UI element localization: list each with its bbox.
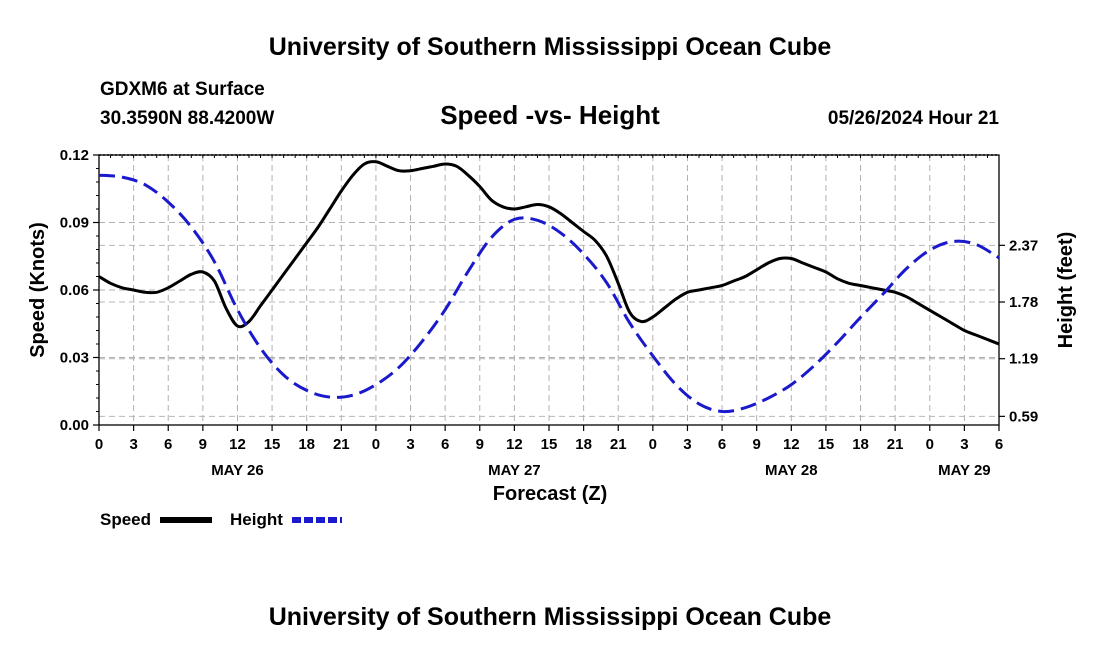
y-tick-label-left: 0.00 (60, 417, 89, 434)
x-tick-label: 15 (541, 436, 558, 453)
x-tick-label: 6 (995, 436, 1003, 453)
y-tick-label-left: 0.12 (60, 147, 89, 164)
x-tick-label: 12 (229, 436, 246, 453)
date-label: MAY 28 (765, 462, 818, 479)
x-tick-label: 15 (264, 436, 281, 453)
x-tick-label: 0 (372, 436, 380, 453)
x-tick-label: 18 (575, 436, 592, 453)
series-lines (98, 160, 1000, 414)
x-axis-label: Forecast (Z) (493, 483, 607, 505)
legend-speed-label: Speed (100, 510, 151, 529)
x-tick-label: 9 (476, 436, 484, 453)
x-tick-label: 0 (95, 436, 103, 453)
x-tick-label: 6 (718, 436, 726, 453)
x-tick-label: 9 (753, 436, 761, 453)
x-tick-label: 0 (926, 436, 934, 453)
x-tick-label: 6 (441, 436, 449, 453)
coords-label: 30.3590N 88.4200W (100, 108, 274, 129)
legend: Speed Height (100, 510, 342, 529)
y-tick-label-left: 0.09 (60, 215, 89, 232)
chart-subtitle: Speed -vs- Height (440, 100, 660, 130)
legend-height-label: Height (230, 510, 283, 529)
x-tick-label: 6 (164, 436, 172, 453)
grid (99, 155, 999, 425)
x-tick-label: 21 (610, 436, 627, 453)
date-label: MAY 29 (938, 462, 991, 479)
x-tick-label: 12 (506, 436, 523, 453)
date-label: MAY 27 (488, 462, 541, 479)
x-tick-label: 3 (406, 436, 414, 453)
date-label: MAY 26 (211, 462, 264, 479)
y-tick-label-right: 2.37 (1009, 237, 1038, 254)
page-title: University of Southern Mississippi Ocean… (269, 33, 832, 61)
x-tick-label: 15 (818, 436, 835, 453)
x-tick-label: 9 (199, 436, 207, 453)
y-tick-label-right: 1.19 (1009, 351, 1038, 368)
axes: 0 3 6 9 12 15 18 21 0 3 6 9 12 15 18 21 0 3 6 9 12 15 18 21 0 3 6M… (60, 147, 1038, 479)
x-tick-label: 18 (298, 436, 315, 453)
x-tick-label: 3 (683, 436, 691, 453)
x-tick-label: 21 (887, 436, 904, 453)
y-axis-label-left: Speed (Knots) (27, 222, 49, 358)
x-tick-label: 18 (852, 436, 869, 453)
y-axis-label-right: Height (feet) (1055, 232, 1077, 349)
speed-series-line (98, 160, 1000, 346)
x-tick-label: 12 (783, 436, 800, 453)
x-tick-label: 3 (129, 436, 137, 453)
run-time-label: 05/26/2024 Hour 21 (828, 108, 1000, 129)
y-tick-label-left: 0.06 (60, 282, 89, 299)
y-tick-label-right: 1.78 (1009, 294, 1038, 311)
y-tick-label-right: 0.59 (1009, 408, 1038, 425)
x-tick-label: 0 (649, 436, 657, 453)
station-label: GDXM6 at Surface (100, 79, 265, 100)
footer-title: University of Southern Mississippi Ocean… (269, 603, 832, 631)
y-tick-label-left: 0.03 (60, 350, 89, 367)
x-tick-label: 21 (333, 436, 350, 453)
x-tick-label: 3 (960, 436, 968, 453)
